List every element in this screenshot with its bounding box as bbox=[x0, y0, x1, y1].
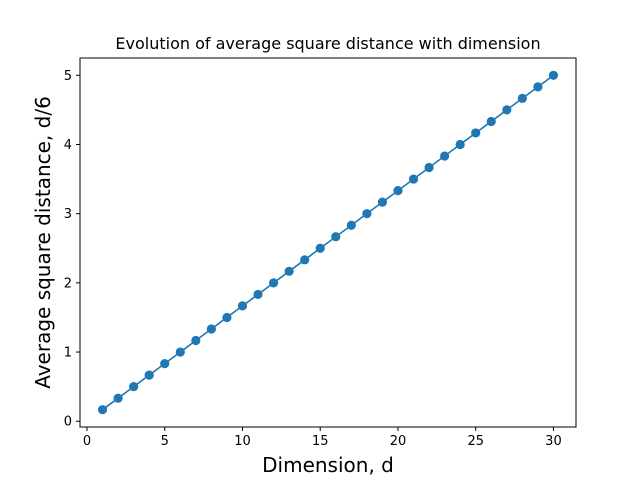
x-tick-label: 20 bbox=[390, 434, 407, 449]
data-point bbox=[502, 105, 512, 115]
data-point bbox=[237, 301, 248, 311]
data-point bbox=[486, 116, 496, 127]
axes-frame bbox=[79, 57, 577, 428]
data-point bbox=[362, 209, 372, 219]
y-tick-label: 1 bbox=[64, 346, 72, 361]
x-tick-label: 10 bbox=[234, 434, 251, 449]
x-tick-label: 0 bbox=[83, 434, 91, 449]
data-point bbox=[253, 289, 263, 300]
data-point bbox=[160, 359, 170, 369]
y-tick-label: 5 bbox=[64, 69, 72, 84]
y-tick-label: 0 bbox=[64, 415, 72, 430]
data-point bbox=[113, 393, 123, 403]
axis-ticks: 0 5 10 15 20 25 30 0 1 2 3 4 5 bbox=[64, 69, 562, 449]
y-tick-label: 4 bbox=[64, 138, 72, 153]
x-tick-label: 5 bbox=[161, 434, 169, 449]
data-point bbox=[129, 382, 139, 392]
y-tick-label: 2 bbox=[64, 276, 72, 291]
data-point bbox=[517, 93, 527, 103]
data-point bbox=[471, 128, 481, 138]
data-point bbox=[533, 82, 543, 92]
data-point bbox=[206, 324, 216, 334]
data-point bbox=[408, 174, 419, 184]
x-tick-label: 25 bbox=[467, 434, 484, 449]
data-point bbox=[440, 151, 450, 161]
data-point bbox=[377, 197, 388, 207]
x-tick-label: 30 bbox=[545, 434, 562, 449]
data-point bbox=[191, 335, 201, 346]
plot-area bbox=[97, 70, 559, 415]
data-point bbox=[268, 278, 279, 288]
data-point bbox=[424, 162, 434, 173]
data-point bbox=[346, 220, 356, 230]
data-point bbox=[393, 186, 403, 196]
data-point bbox=[331, 232, 341, 242]
chart-title: Evolution of average square distance wit… bbox=[115, 34, 540, 53]
data-point bbox=[455, 139, 465, 150]
data-point bbox=[222, 312, 232, 323]
data-point bbox=[97, 405, 108, 415]
data-point bbox=[315, 243, 325, 253]
y-axis-label: Average square distance, d/6 bbox=[31, 96, 55, 389]
data-point bbox=[175, 347, 185, 357]
y-tick-label: 3 bbox=[64, 207, 72, 222]
x-tick-label: 15 bbox=[312, 434, 329, 449]
data-point bbox=[548, 70, 559, 80]
x-axis-label: Dimension, d bbox=[262, 453, 394, 477]
data-point bbox=[300, 255, 310, 265]
data-point bbox=[144, 370, 154, 380]
data-point bbox=[284, 266, 294, 276]
